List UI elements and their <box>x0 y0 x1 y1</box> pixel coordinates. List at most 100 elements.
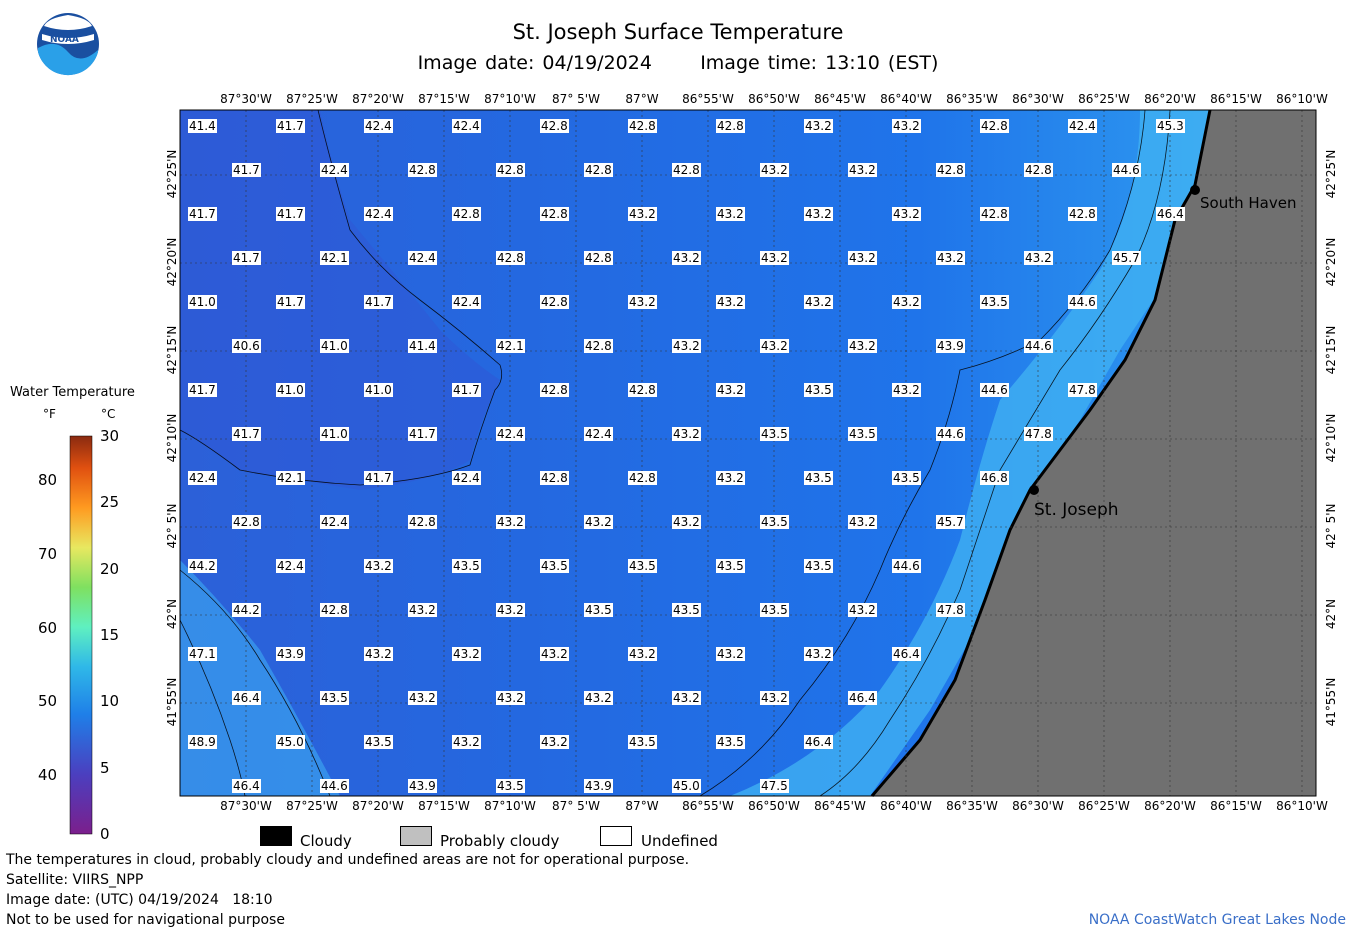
temperature-value: 42.1 <box>276 471 305 485</box>
latitude-label: 42°20'N <box>165 237 179 287</box>
temperature-value: 43.2 <box>716 471 745 485</box>
latitude-label: 42° 5'N <box>165 503 179 549</box>
temperature-value: 43.5 <box>760 515 789 529</box>
temperature-value: 43.2 <box>892 295 921 309</box>
temperature-value: 41.7 <box>276 119 305 133</box>
image-time: 13:10 (EST) <box>825 52 939 74</box>
temperature-value: 43.2 <box>716 295 745 309</box>
temperature-value: 42.4 <box>320 163 349 177</box>
longitude-label: 86°25'W <box>1078 92 1130 106</box>
temperature-value: 41.7 <box>276 295 305 309</box>
temperature-value: 43.9 <box>408 779 437 793</box>
temperature-value: 42.8 <box>452 207 481 221</box>
temperature-value: 43.2 <box>1024 251 1053 265</box>
temperature-value: 43.2 <box>364 647 393 661</box>
longitude-label: 86°20'W <box>1144 92 1196 106</box>
longitude-label: 86°40'W <box>880 92 932 106</box>
temperature-value: 43.2 <box>672 427 701 441</box>
temperature-value: 42.1 <box>496 339 525 353</box>
temperature-value: 41.7 <box>364 295 393 309</box>
longitude-label: 86°40'W <box>880 799 932 813</box>
longitude-label: 87°15'W <box>418 92 470 106</box>
longitude-label: 87°W <box>625 92 659 106</box>
temperature-value: 48.9 <box>188 735 217 749</box>
temperature-value: 43.5 <box>452 559 481 573</box>
temperature-value: 42.1 <box>320 251 349 265</box>
temperature-value: 41.7 <box>452 383 481 397</box>
temperature-value: 41.7 <box>188 383 217 397</box>
temperature-value: 43.2 <box>628 295 657 309</box>
temperature-value: 44.2 <box>232 603 261 617</box>
temperature-value: 46.4 <box>232 779 261 793</box>
key-undefined-label: Undefined <box>641 832 718 850</box>
map-frame <box>179 109 1317 797</box>
temperature-value: 43.2 <box>540 647 569 661</box>
longitude-label: 86°25'W <box>1078 799 1130 813</box>
note-satellite: Satellite: VIIRS_NPP <box>6 872 144 888</box>
longitude-label: 87°30'W <box>220 92 272 106</box>
note-cloud-disclaimer: The temperatures in cloud, probably clou… <box>6 852 690 868</box>
temperature-value: 43.2 <box>892 207 921 221</box>
temperature-value: 43.2 <box>936 251 965 265</box>
legend-tick-c: 0 <box>100 825 110 843</box>
temperature-value: 42.4 <box>408 251 437 265</box>
temperature-value: 43.2 <box>848 515 877 529</box>
key-cloudy-label: Cloudy <box>300 832 352 850</box>
temperature-value: 43.5 <box>804 383 833 397</box>
legend-tick-f: 70 <box>38 544 58 563</box>
temperature-value: 43.2 <box>892 119 921 133</box>
temperature-value: 42.8 <box>408 163 437 177</box>
temperature-value: 42.8 <box>540 383 569 397</box>
legend-tick-c: 10 <box>100 692 120 711</box>
temperature-value: 42.8 <box>540 295 569 309</box>
temperature-value: 44.6 <box>320 779 349 793</box>
temperature-value: 43.2 <box>716 383 745 397</box>
key-cloudy-swatch <box>260 826 292 846</box>
temperature-value: 45.0 <box>672 779 701 793</box>
temperature-value: 44.6 <box>1024 339 1053 353</box>
south-haven-marker <box>1190 185 1200 195</box>
temperature-value: 43.2 <box>804 207 833 221</box>
temperature-value: 43.5 <box>892 471 921 485</box>
temperature-value: 43.2 <box>584 515 613 529</box>
place-south-haven: South Haven <box>1200 194 1297 212</box>
longitude-label: 86°55'W <box>682 92 734 106</box>
temperature-value: 43.5 <box>848 427 877 441</box>
legend-tick-f: 80 <box>38 471 58 490</box>
temperature-value: 43.2 <box>760 163 789 177</box>
temperature-value: 46.4 <box>892 647 921 661</box>
latitude-label: 42° 5'N <box>1324 503 1338 549</box>
legend-tick-c: 25 <box>100 493 120 512</box>
temperature-value: 45.0 <box>276 735 305 749</box>
longitude-label: 87°20'W <box>352 92 404 106</box>
temperature-value: 42.8 <box>540 471 569 485</box>
temperature-value: 41.0 <box>188 295 217 309</box>
temperature-value: 43.5 <box>716 559 745 573</box>
temperature-value: 43.9 <box>276 647 305 661</box>
temperature-value: 42.8 <box>672 163 701 177</box>
temperature-value: 43.5 <box>804 471 833 485</box>
latitude-label: 42°15'N <box>1324 325 1338 375</box>
temperature-value: 41.7 <box>276 207 305 221</box>
temperature-value: 44.6 <box>1112 163 1141 177</box>
temperature-value: 43.5 <box>760 427 789 441</box>
temperature-value: 44.6 <box>892 559 921 573</box>
legend-tick-c: 20 <box>100 559 120 578</box>
longitude-label: 86°30'W <box>1012 92 1064 106</box>
temperature-value: 41.7 <box>364 471 393 485</box>
note-navigation: Not to be used for navigational purpose <box>6 912 285 928</box>
temperature-value: 44.6 <box>936 427 965 441</box>
temperature-value: 41.7 <box>232 251 261 265</box>
temperature-value: 42.4 <box>452 119 481 133</box>
temperature-value: 46.4 <box>848 691 877 705</box>
legend-colorbar <box>69 435 93 835</box>
temperature-value: 42.8 <box>584 163 613 177</box>
temperature-value: 43.2 <box>804 119 833 133</box>
temperature-value: 42.8 <box>980 119 1009 133</box>
temperature-value: 43.2 <box>496 603 525 617</box>
temperature-value: 42.4 <box>188 471 217 485</box>
longitude-label: 87°W <box>625 799 659 813</box>
temperature-value: 45.7 <box>1112 251 1141 265</box>
temperature-value: 43.2 <box>452 735 481 749</box>
